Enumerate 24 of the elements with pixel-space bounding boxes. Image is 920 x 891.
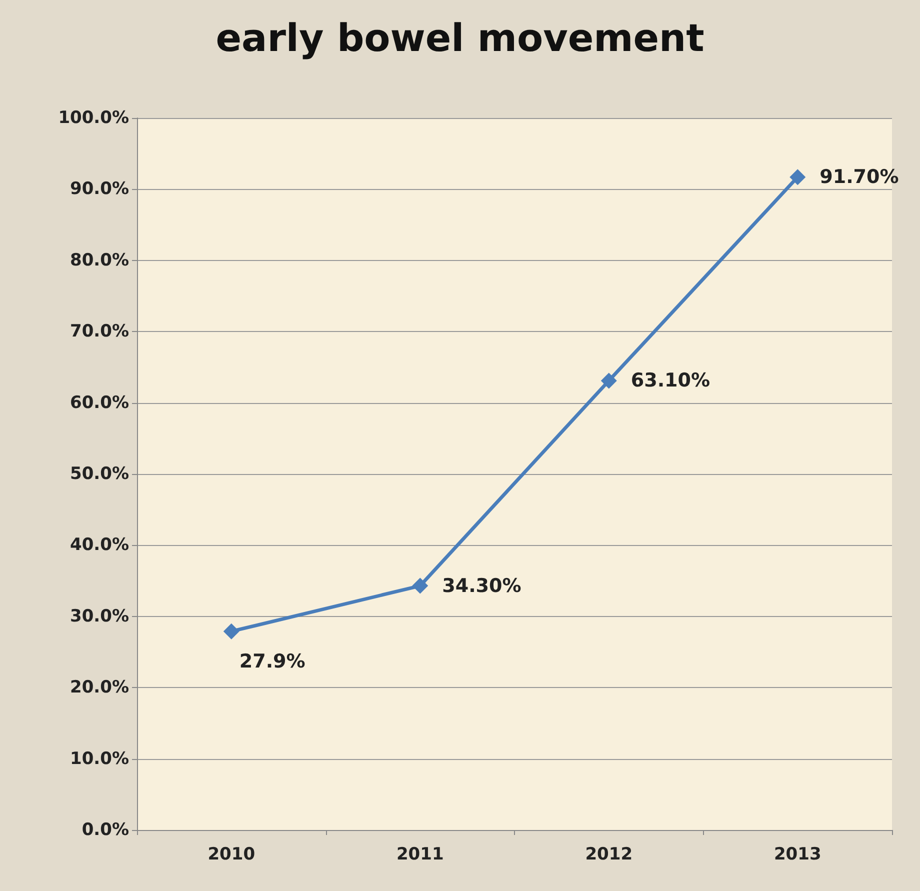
x-tick-label: 2012 (585, 844, 633, 864)
x-tick-label: 2010 (208, 844, 256, 864)
y-tick-label: 70.0% (70, 322, 129, 342)
y-tick-label: 40.0% (70, 535, 129, 556)
y-tick-label: 0.0% (82, 820, 129, 840)
data-label: 63.10% (630, 370, 710, 392)
point (600, 372, 617, 389)
y-tick-label: 100.0% (58, 108, 129, 128)
y-tick-label: 50.0% (70, 464, 129, 484)
data-label: 91.70% (820, 166, 899, 188)
point (412, 578, 428, 594)
y-tick-label: 90.0% (70, 179, 129, 200)
y-tick-label: 30.0% (70, 606, 129, 626)
y-tick-label: 80.0% (70, 250, 129, 270)
point (790, 169, 806, 186)
x-tick-label: 2011 (396, 844, 444, 864)
y-tick-label: 10.0% (70, 748, 129, 769)
data-label: 34.30% (442, 574, 522, 597)
y-tick-label: 20.0% (70, 678, 129, 698)
y-tick-label: 60.0% (70, 392, 129, 413)
x-tick-label: 2013 (774, 844, 822, 864)
chart-title: early bowel movement (216, 16, 704, 60)
data-label: 27.9% (239, 650, 306, 672)
point (223, 623, 240, 640)
